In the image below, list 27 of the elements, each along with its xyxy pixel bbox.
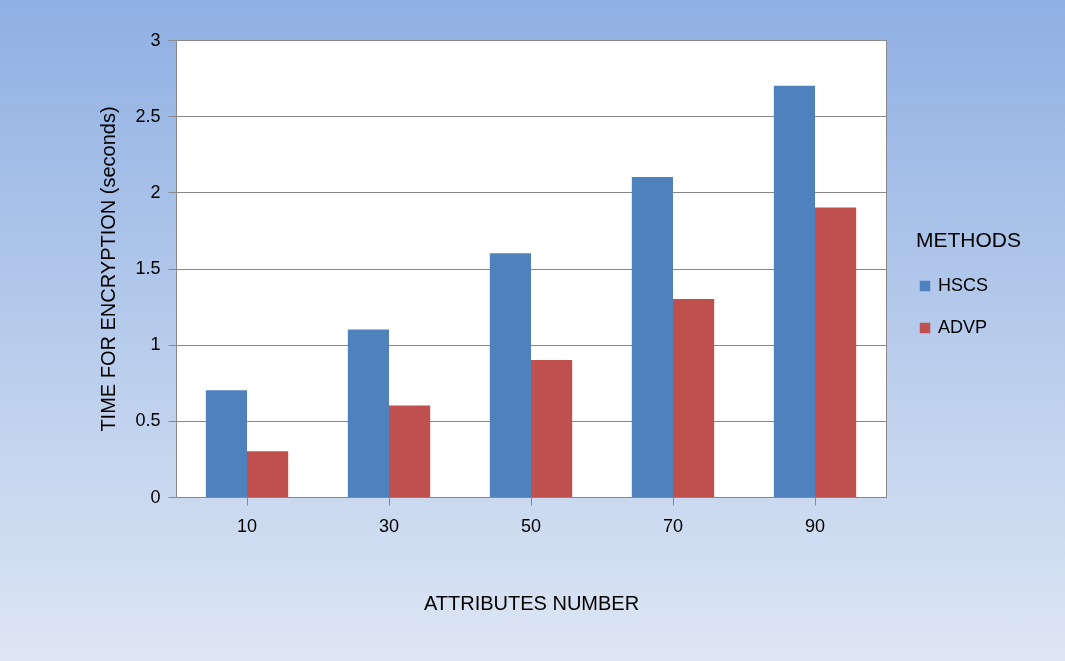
bar [347, 329, 389, 497]
y-tick-label: 0.5 [135, 410, 161, 431]
y-tick-label: 2 [150, 181, 161, 202]
x-axis-title: ATTRIBUTES NUMBER [423, 591, 640, 614]
x-tick-label: 50 [520, 515, 542, 536]
x-tick-label: 70 [662, 515, 684, 536]
y-tick-label: 2.5 [135, 105, 161, 126]
y-tick-label: 3 [150, 29, 161, 50]
legend-label: HSCS [938, 275, 989, 295]
bar [247, 451, 289, 497]
bar [489, 253, 531, 497]
x-tick-label: 30 [378, 515, 400, 536]
bar [773, 85, 815, 497]
bar [815, 207, 857, 497]
y-tick-label: 1.5 [135, 258, 161, 278]
bar [631, 177, 673, 497]
y-tick-label: 1 [150, 334, 161, 355]
bar [205, 390, 247, 497]
bar [673, 298, 715, 497]
y-tick-label: 0 [150, 486, 161, 507]
legend-title: METHODS [916, 228, 1021, 251]
bar [531, 359, 573, 497]
legend-label: ADVP [938, 317, 988, 337]
y-axis-title: TIME FOR ENCRYPTION (seconds) [97, 106, 120, 432]
bar [389, 405, 431, 497]
x-tick-label: 10 [236, 515, 258, 536]
x-tick-label: 90 [804, 515, 826, 536]
